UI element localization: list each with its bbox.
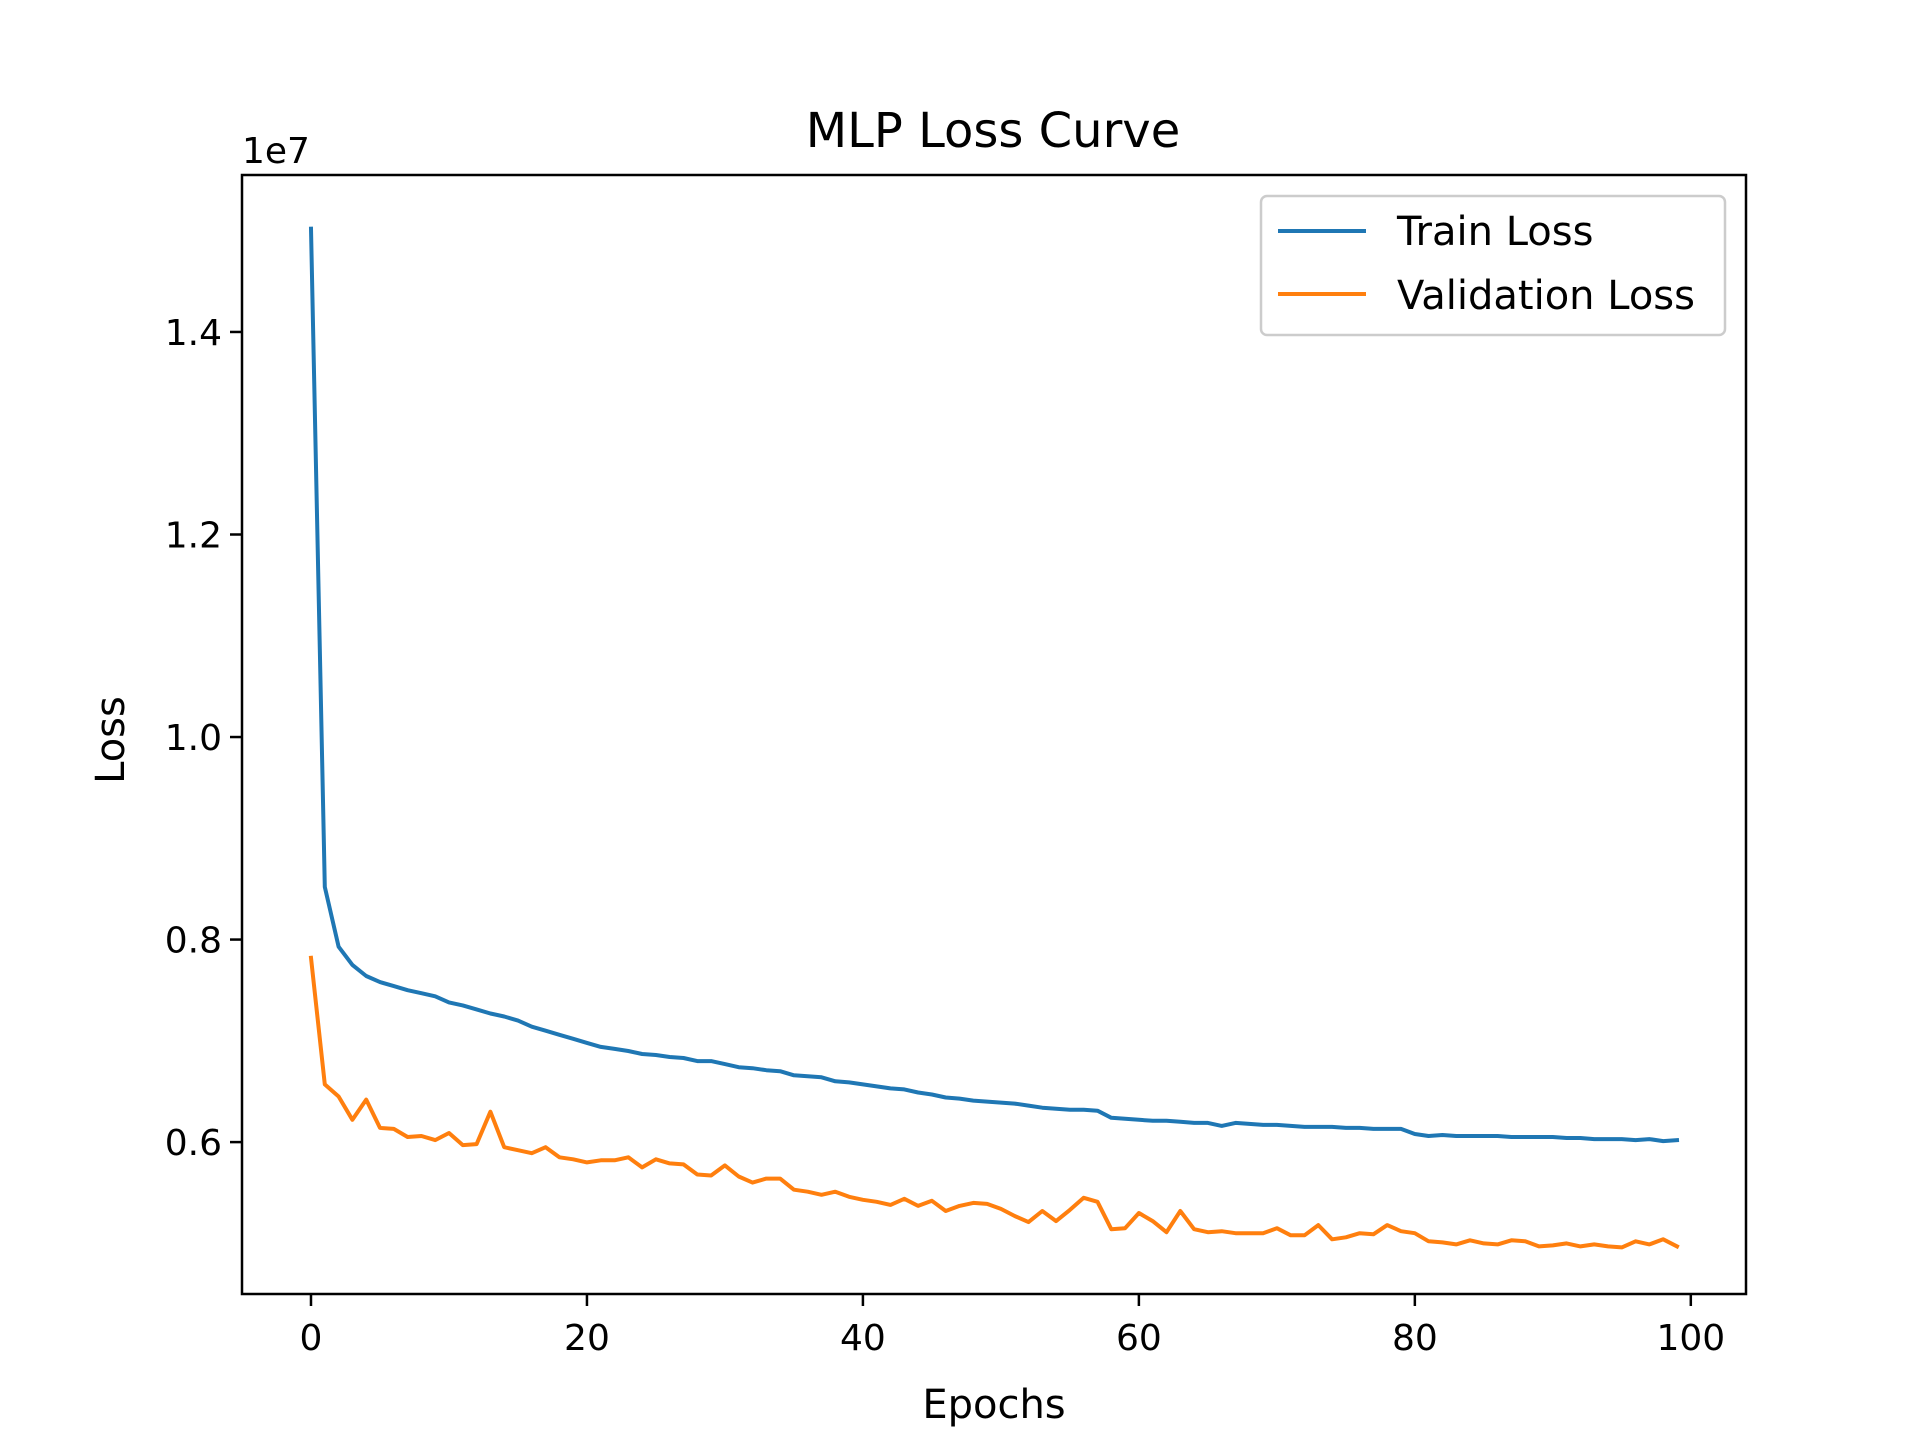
series-line-validation (308, 955, 1680, 1250)
x-axis-ticks: 0 20 40 60 80 100 (300, 1294, 1725, 1359)
plot-frame (240, 173, 1748, 1296)
x-axis-label: Epochs (922, 1382, 1065, 1428)
y-axis-label: Loss (88, 696, 134, 784)
series-layer (308, 226, 1680, 1250)
y-offset-label: 1e7 (242, 131, 310, 172)
y-tick-label: 1.0 (165, 718, 222, 759)
x-tick-label: 60 (1116, 1318, 1162, 1359)
chart-title: MLP Loss Curve (806, 103, 1181, 159)
legend-label-train: Train Loss (1396, 209, 1593, 255)
x-tick-label: 40 (840, 1318, 886, 1359)
x-tick-label: 20 (564, 1318, 610, 1359)
x-tick-label: 80 (1392, 1318, 1438, 1359)
y-tick-label: 1.4 (165, 313, 222, 354)
legend-label-validation: Validation Loss (1397, 273, 1695, 319)
x-tick-label: 100 (1656, 1318, 1725, 1359)
y-axis-ticks: 0.6 0.8 1.0 1.2 1.4 (165, 313, 242, 1164)
x-tick-label: 0 (300, 1318, 323, 1359)
y-tick-label: 0.6 (165, 1123, 222, 1164)
series-line-train (308, 226, 1680, 1144)
legend-box (1259, 194, 1727, 337)
y-tick-label: 0.8 (165, 921, 222, 962)
legend: Train Loss Validation Loss (1259, 194, 1727, 337)
y-tick-label: 1.2 (165, 515, 222, 556)
